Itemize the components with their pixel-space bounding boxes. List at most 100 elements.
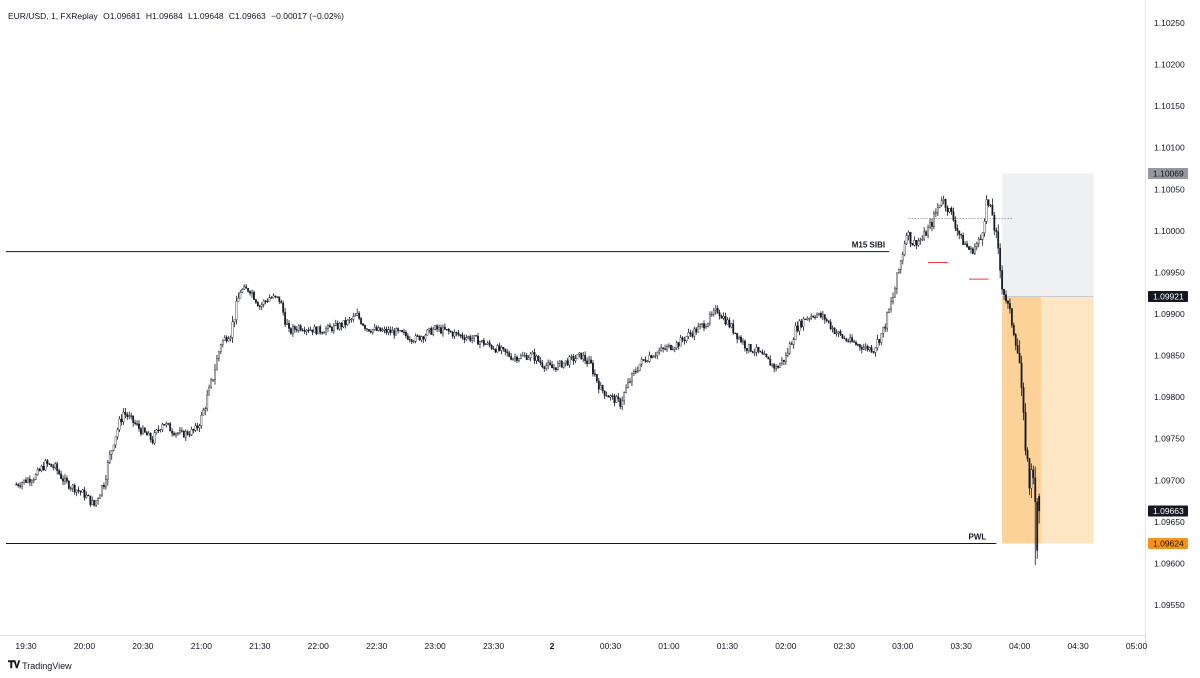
candle-body [442,326,444,334]
candle-body [786,352,789,356]
candle-body [258,305,261,308]
candle-body [471,338,474,341]
candle-body [504,348,507,353]
candle-body [440,327,442,334]
candle-body [379,327,382,332]
candle-body [494,349,497,353]
candle-body [475,335,477,337]
time-tick-label: 03:00 [892,641,914,651]
candle-body [307,329,310,332]
candle-body [950,208,953,212]
position-tool[interactable] [908,173,1094,544]
level-lines[interactable]: M15 SIBI PWL [6,241,997,544]
candle-body [864,345,867,348]
price-badge-entry[interactable] [1148,291,1188,303]
candle-body [141,427,144,435]
candle-body [601,385,604,391]
legend-symbol[interactable]: EUR/USD, 1, FXReplay [8,11,98,21]
candle-body [644,359,647,362]
candle-body [808,318,811,320]
time-tick-label: 05:00 [1126,641,1148,651]
candle-body [533,352,536,361]
candle-body [303,330,306,332]
candle-body [981,232,984,240]
candle-body [582,355,585,360]
candle-body [997,231,1000,249]
candle-body [62,478,64,482]
candle-body [264,300,267,302]
candle-body [703,323,705,329]
candle-body [138,423,140,429]
price-tick-label: 1.10100 [1154,143,1185,153]
legend-open: O1.09681 [103,11,141,21]
tradingview-branding[interactable]: 𝐓𝐕 TradingView [8,660,72,671]
candle-body [406,335,409,340]
candle-body [1009,303,1011,309]
candle-body [876,339,879,349]
candle-body [894,288,896,298]
candle-body [498,345,501,351]
price-badge-last[interactable] [1148,505,1188,517]
candle-body [714,307,717,311]
candle-body [1036,501,1039,551]
candle-body [539,360,542,364]
candle-body [136,423,138,425]
candle-body [886,312,889,329]
candle-body [646,361,649,363]
candle-body [747,344,750,351]
candle-body [69,487,72,490]
time-axis[interactable]: 19:30 20:00 20:30 21:00 21:30 22:00 22:30 23:00… [15,641,1147,651]
candle-body [592,362,594,375]
candle-body [34,474,37,480]
candle-body [903,243,906,255]
time-tick-label: 22:00 [308,641,330,651]
candle-body [459,334,462,336]
price-tick-label: 1.09950 [1154,267,1185,277]
candle-body [862,347,865,350]
candle-body [956,227,959,232]
candle-body [911,243,914,246]
candle-body [288,323,290,329]
candle-body [266,300,269,302]
price-tick-label: 1.10200 [1154,60,1185,70]
stop-loss-zone[interactable] [1002,173,1094,297]
candle-body [99,494,101,499]
candle-body [650,355,653,359]
candle-body [796,325,799,332]
candle-body [730,323,733,328]
candle-body [775,366,778,369]
candle-body [342,320,345,328]
candle-body [449,331,452,333]
candle-body [759,351,762,353]
price-badge-pwl[interactable] [1148,537,1188,549]
candle-body [555,367,557,370]
candle-body [118,418,121,430]
candle-body [837,331,840,334]
candle-body [728,319,731,328]
price-tick-label: 1.09850 [1154,351,1185,361]
candle-body [531,352,534,355]
candle-body [151,439,154,444]
candle-body [669,344,672,351]
candle-body [73,484,76,493]
candle-body [64,477,66,482]
price-axis[interactable]: 1.10250 1.10200 1.10150 1.10100 1.10050 1.100… [1148,18,1188,610]
candle-body [839,331,842,335]
candle-body [529,353,532,358]
time-tick-label: 23:00 [425,641,447,651]
candle-body [171,430,174,434]
price-badge-sl[interactable] [1148,167,1188,179]
candle-body [66,477,68,482]
candle-body [857,344,859,346]
candle-body [233,319,236,323]
candle-body [1028,458,1031,489]
candle-body [697,326,700,333]
candle-body [578,352,581,355]
candle-body [177,432,179,434]
candle-body [436,325,438,330]
candle-body [788,343,791,354]
candle-body [434,325,437,330]
candle-body [681,337,684,341]
candle-body [1012,325,1015,335]
